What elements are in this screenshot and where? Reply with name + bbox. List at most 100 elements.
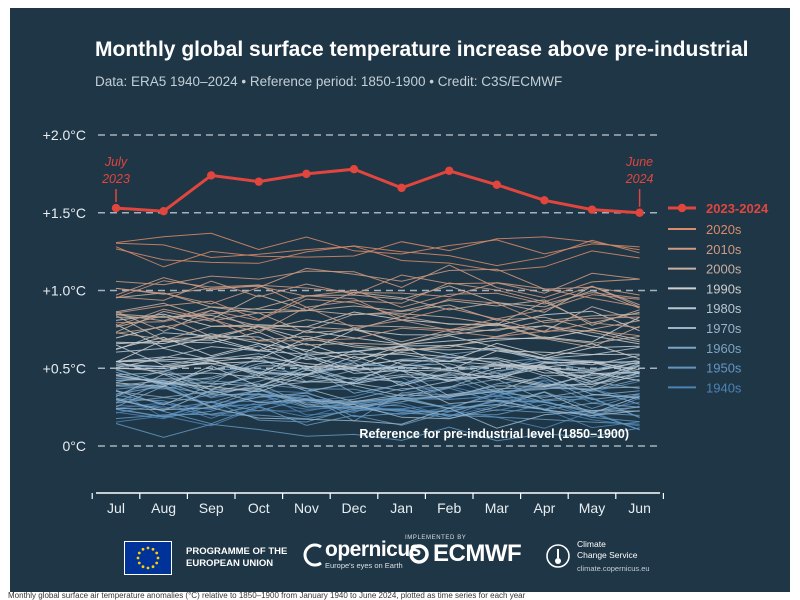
x-tick-label: Jul bbox=[107, 500, 125, 516]
eu-line-1: PROGRAMME OF THE bbox=[186, 546, 288, 557]
series-line-2020s bbox=[115, 232, 640, 255]
x-tick-label: Mar bbox=[485, 500, 509, 516]
y-tick-label: +2.0°C bbox=[43, 127, 86, 143]
copernicus-wordmark: opernicus bbox=[325, 538, 421, 561]
series-line-2010s bbox=[115, 280, 640, 308]
legend-label: 1980s bbox=[706, 301, 742, 316]
highlight-point bbox=[492, 180, 501, 189]
series-line-2020s bbox=[115, 242, 640, 272]
x-tick-label: Oct bbox=[248, 500, 270, 516]
footer-logos: PROGRAMME OF THE EUROPEAN UNION opernicu… bbox=[10, 533, 790, 591]
highlight-point bbox=[254, 177, 263, 186]
highlight-point bbox=[540, 196, 549, 205]
x-tick-label: Sep bbox=[199, 500, 224, 516]
series-line-1980s bbox=[115, 355, 640, 380]
eu-line-2: EUROPEAN UNION bbox=[186, 558, 274, 569]
highlight-line bbox=[115, 167, 640, 215]
legend-label: 1970s bbox=[706, 321, 742, 336]
highlight-point bbox=[397, 183, 406, 193]
annotation-line-2: 2024 bbox=[625, 172, 654, 186]
x-tick-label: Aug bbox=[151, 500, 176, 516]
series-line-1950s bbox=[115, 398, 640, 425]
highlight-point bbox=[111, 203, 121, 213]
ccs-line-2: Change Service bbox=[577, 550, 638, 560]
series-line-1990s bbox=[115, 333, 640, 368]
highlight-point bbox=[207, 171, 216, 180]
ecmwf-logo: IMPLEMENTED BY ECMWF bbox=[405, 535, 522, 567]
series-line-1970s bbox=[115, 360, 640, 392]
series-line-1990s bbox=[115, 323, 640, 359]
series-line-1970s bbox=[115, 407, 640, 429]
series-line-1950s bbox=[115, 423, 640, 442]
x-tick-label: Nov bbox=[294, 500, 319, 516]
x-tick-label: May bbox=[579, 500, 605, 516]
series-line-1970s bbox=[115, 389, 640, 420]
series-line-2000s bbox=[115, 301, 640, 337]
series-line-1990s bbox=[115, 316, 640, 362]
eu-flag-icon bbox=[124, 541, 172, 575]
legend-label: 1990s bbox=[706, 281, 742, 296]
legend-label: 2020s bbox=[706, 222, 742, 237]
series-line-1960s bbox=[115, 377, 640, 406]
chart-subtitle: Data: ERA5 1940–2024 • Reference period:… bbox=[95, 74, 563, 89]
x-tick-label: Apr bbox=[534, 500, 556, 516]
x-tick-label: Jun bbox=[628, 500, 651, 516]
series-line-1990s bbox=[115, 310, 640, 332]
legend-label: 1940s bbox=[706, 380, 742, 395]
legend-marker bbox=[677, 203, 687, 213]
eu-logo-text: PROGRAMME OF THE EUROPEAN UNION bbox=[186, 546, 287, 570]
series-line-2010s bbox=[115, 267, 640, 305]
y-tick-label: +0.5°C bbox=[43, 360, 86, 376]
copernicus-tagline: Europe's eyes on Earth bbox=[325, 561, 403, 570]
series-line-2010s bbox=[115, 264, 640, 299]
eu-logo: PROGRAMME OF THE EUROPEAN UNION bbox=[124, 541, 287, 575]
series-line-1980s bbox=[115, 346, 640, 372]
series-line-1990s bbox=[116, 347, 640, 371]
series-line-1980s bbox=[115, 372, 640, 393]
highlight-point bbox=[587, 205, 597, 214]
series-line-1970s bbox=[115, 374, 640, 406]
series-line-1970s bbox=[115, 361, 640, 390]
legend-label: 1960s bbox=[706, 341, 742, 356]
series-line-1990s bbox=[115, 339, 640, 382]
line-chart: 0°C +0.5°C +1.0°C +1.5°C +2.0°C Jul Aug Sep Oct N… bbox=[43, 127, 769, 516]
series-line-2000s bbox=[115, 309, 640, 332]
series-line-2000s bbox=[115, 315, 640, 346]
highlight-point bbox=[302, 169, 311, 179]
legend-label: 2010s bbox=[706, 242, 742, 257]
x-tick-label: Jan bbox=[390, 500, 413, 516]
series-line-1970s bbox=[115, 366, 640, 397]
annotation-line-2: 2023 bbox=[101, 172, 130, 186]
series-line-1950s bbox=[115, 397, 640, 426]
ecmwf-implemented-by: IMPLEMENTED BY bbox=[405, 535, 467, 541]
series-line-2000s bbox=[115, 285, 640, 314]
highlight-point bbox=[159, 206, 168, 216]
series-line-2000s bbox=[115, 285, 640, 318]
legend-label: 2000s bbox=[706, 262, 742, 277]
x-tick-label: Feb bbox=[437, 500, 461, 516]
x-tick-label: Dec bbox=[342, 500, 367, 516]
chart-title: Monthly global surface temperature incre… bbox=[95, 38, 749, 61]
series-line-1960s bbox=[115, 378, 640, 404]
series-line-1960s bbox=[115, 384, 640, 412]
series-line-2020s bbox=[115, 239, 640, 267]
climate-change-service-icon bbox=[546, 544, 570, 568]
series-line-2010s bbox=[115, 272, 640, 301]
reference-label: Reference for pre-industrial level (1850… bbox=[359, 427, 629, 441]
ccs-url: climate.copernicus.eu bbox=[577, 564, 650, 573]
figure-caption: Monthly global surface air temperature a… bbox=[8, 591, 526, 600]
series-line-2000s bbox=[115, 294, 640, 330]
series-line-1950s bbox=[115, 389, 640, 422]
copernicus-logo: opernicus Europe's eyes on Earth bbox=[303, 539, 421, 570]
legend-label: 2023-2024 bbox=[706, 201, 769, 216]
series-line-1990s bbox=[115, 342, 640, 368]
highlight-point bbox=[445, 166, 454, 175]
chart-panel: Monthly global surface temperature incre… bbox=[10, 8, 790, 592]
ccs-line-1: Climate bbox=[577, 539, 606, 549]
series-line-2010s bbox=[115, 285, 640, 308]
series-line-1990s bbox=[115, 337, 640, 362]
copernicus-c-icon bbox=[303, 543, 322, 566]
ecmwf-wordmark: ECMWF bbox=[433, 540, 522, 567]
ccs-logo: Climate Change Service climate.copernicu… bbox=[545, 539, 650, 573]
highlight-point bbox=[635, 208, 644, 217]
